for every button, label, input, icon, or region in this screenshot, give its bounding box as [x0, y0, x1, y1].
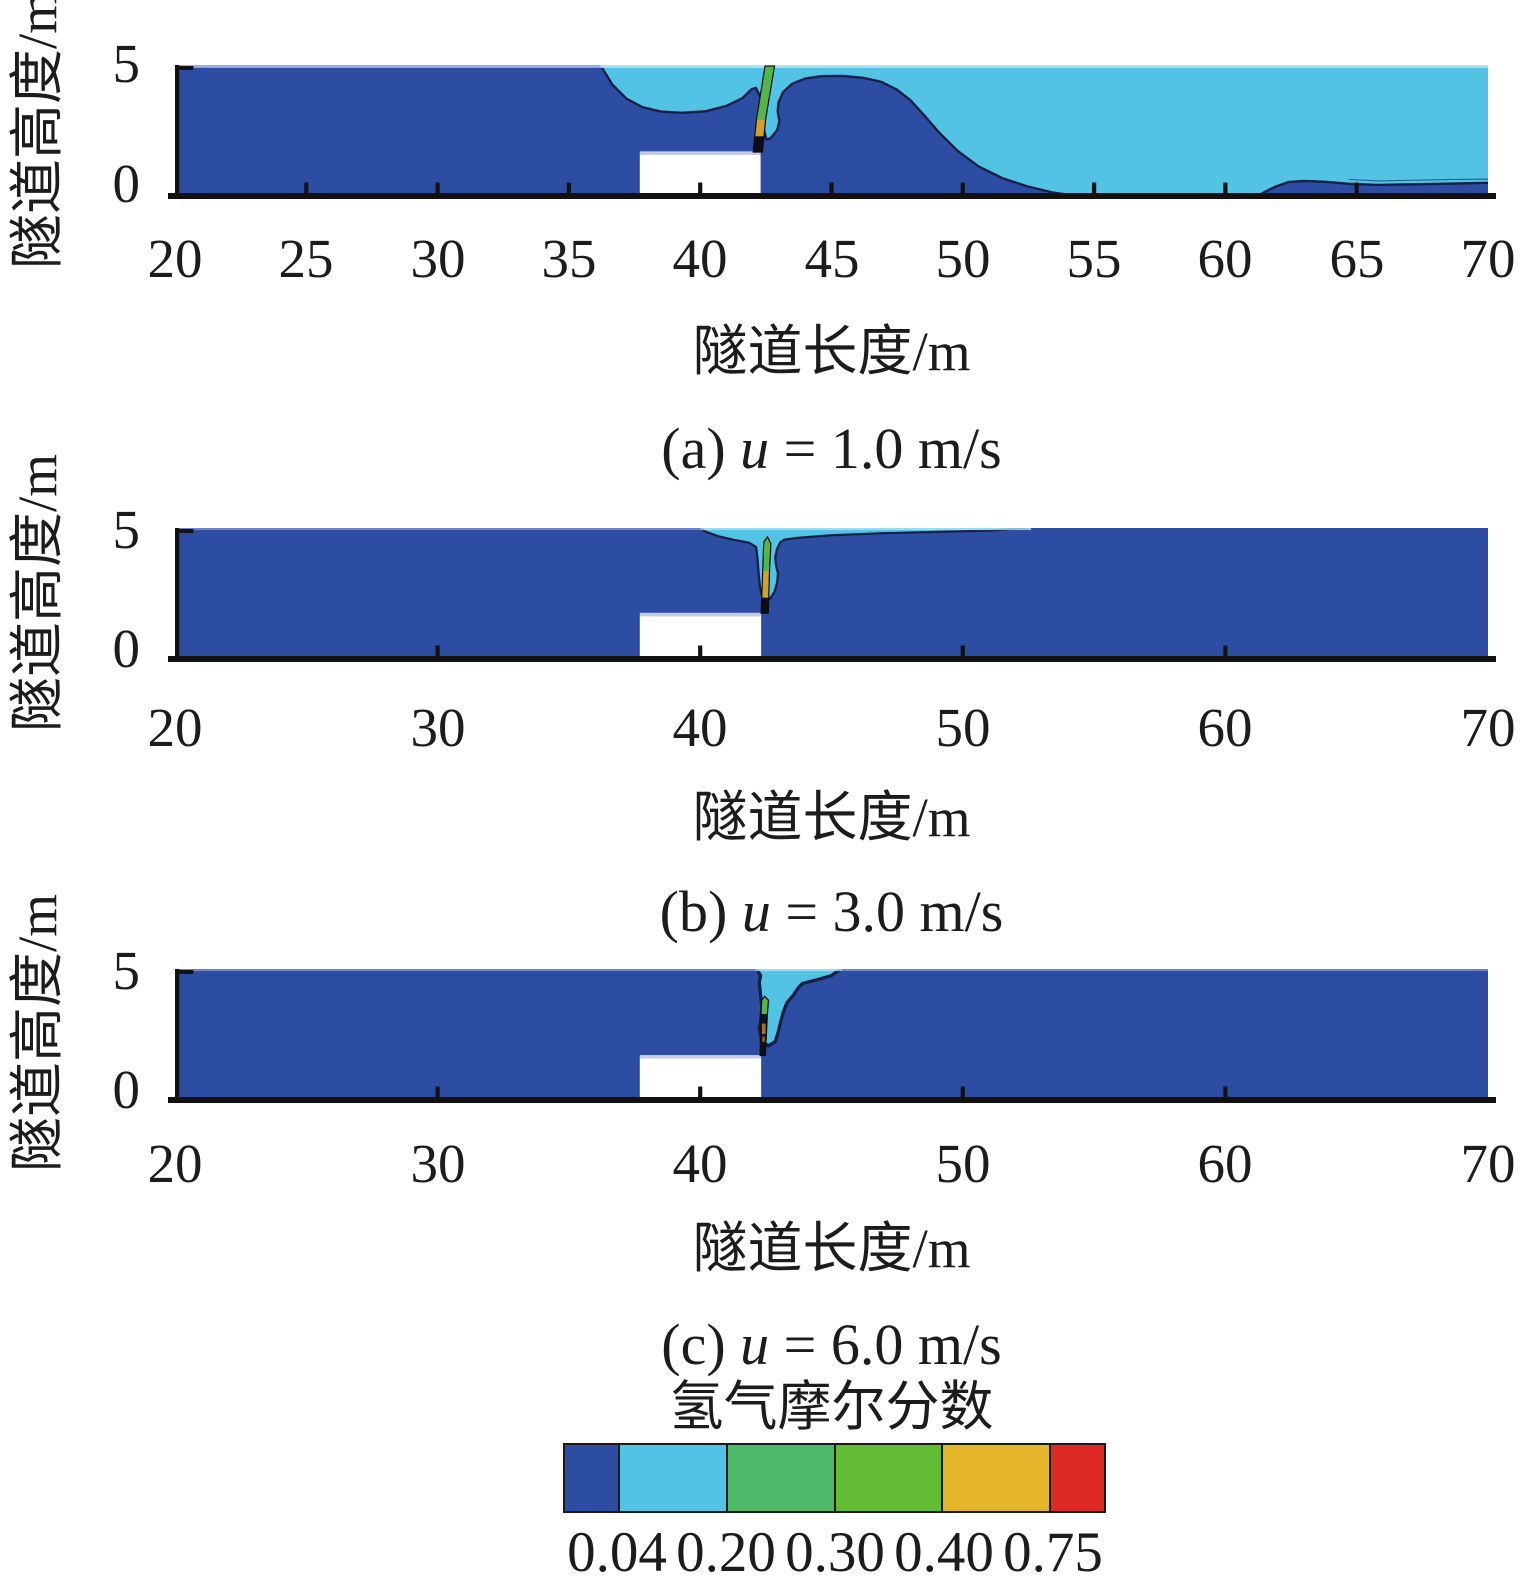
obstacle-top-edge [639, 1055, 762, 1059]
tick-label: 20 [147, 1133, 203, 1194]
legend-title: 氢气摩尔分数 [669, 1377, 994, 1437]
caption-variable: u [740, 416, 770, 481]
colorbar-label: 0.30 [785, 1521, 885, 1584]
caption-value: = 6.0 m/s [769, 1312, 1002, 1377]
tick-label: 60 [1197, 228, 1253, 289]
panel-c-xlabel: 隧道长度/m [692, 1218, 971, 1279]
panel-b-x-axis [168, 656, 1496, 662]
colorbar [563, 1443, 1106, 1513]
tick-label: 50 [935, 697, 991, 758]
obstacle-top-edge [639, 151, 761, 155]
panel-a-xlabel: 隧道长度/m [692, 321, 971, 382]
colorbar-cell-3 [727, 1445, 834, 1511]
tick-label: 40 [672, 697, 728, 758]
jet-core-orange [761, 1023, 766, 1034]
tick-label: 55 [1066, 228, 1122, 289]
panel-b-ytick-5: 5 [112, 499, 141, 560]
tick-label: 30 [410, 1133, 466, 1194]
panel-b-ytick-0: 0 [112, 618, 141, 679]
panel-a-x-axis [168, 193, 1496, 199]
colorbar-cell-1 [565, 1445, 618, 1511]
caption-value: = 1.0 m/s [769, 416, 1002, 481]
tick-label: 40 [672, 228, 728, 289]
panel-b-ylabel: 隧道高度/m [7, 453, 68, 733]
tick-label: 45 [804, 228, 860, 289]
caption-variable: u [740, 1312, 770, 1377]
panel-a-cyan-region [600, 65, 1488, 195]
caption-index: (c) [661, 1312, 741, 1377]
jet-core-dark [761, 597, 769, 614]
colorbar-cell-2 [619, 1445, 726, 1511]
panel-b-contour-plot [175, 528, 1488, 658]
panel-c-ylabel: 隧道高度/m [7, 893, 68, 1173]
tick-label: 60 [1197, 1133, 1253, 1194]
colorbar-label: 0.20 [676, 1521, 776, 1584]
panel-c-ytick-0: 0 [112, 1059, 141, 1120]
panel-c-cyan-region [756, 969, 841, 1046]
tick-label: 30 [410, 228, 466, 289]
panel-c-x-axis [168, 1097, 1496, 1103]
caption-variable: u [741, 879, 771, 944]
tick-label: 70 [1460, 1133, 1516, 1194]
panel-a-ylabel: 隧道高度/m [7, 0, 68, 270]
colorbar-cell-6 [1051, 1445, 1104, 1511]
tick-label: 20 [147, 228, 203, 289]
panel-b-caption: (b) u = 3.0 m/s [175, 882, 1488, 942]
tick-label: 20 [147, 697, 203, 758]
tick-label: 70 [1460, 228, 1516, 289]
jet-core-yellow [754, 119, 766, 137]
jet-plume-green [762, 536, 771, 571]
jet-core-orange2 [762, 1036, 766, 1042]
tick-label: 25 [278, 228, 334, 289]
panel-a-contour-plot [175, 65, 1488, 195]
panel-b-xlabel: 隧道长度/m [692, 787, 971, 848]
colorbar-cell-4 [835, 1445, 942, 1511]
caption-index: (b) [659, 879, 742, 944]
jet-core-dark [753, 136, 764, 153]
jet-core-dark [760, 1044, 767, 1056]
panel-c-contour-plot [175, 969, 1488, 1099]
colorbar-label: 0.75 [1003, 1521, 1103, 1584]
tick-label: 35 [541, 228, 597, 289]
obstacle-top-edge [639, 612, 762, 617]
colorbar-label: 0.04 [567, 1521, 667, 1584]
colorbar-label: 0.40 [894, 1521, 994, 1584]
panel-c-ytick-5: 5 [112, 940, 141, 1001]
tick-label: 50 [935, 1133, 991, 1194]
panel-a-ytick-5: 5 [112, 33, 141, 94]
tick-label: 30 [410, 697, 466, 758]
jet-plume-green [761, 996, 769, 1014]
tick-label: 60 [1197, 697, 1253, 758]
caption-index: (a) [661, 416, 741, 481]
tick-label: 40 [672, 1133, 728, 1194]
panel-a-plot [175, 65, 1488, 195]
panel-c-caption: (c) u = 6.0 m/s [175, 1315, 1488, 1375]
panel-a-caption: (a) u = 1.0 m/s [175, 419, 1488, 479]
panel-c-plot [175, 969, 1488, 1099]
panel-a-ytick-0: 0 [112, 153, 141, 214]
panel-b-plot [175, 528, 1488, 658]
tick-label: 70 [1460, 697, 1516, 758]
colorbar-cell-5 [943, 1445, 1050, 1511]
jet-core-yellow [761, 570, 770, 598]
jet-plume-green [756, 66, 775, 120]
tick-label: 50 [935, 228, 991, 289]
tick-label: 65 [1329, 228, 1385, 289]
caption-value: = 3.0 m/s [770, 879, 1004, 944]
